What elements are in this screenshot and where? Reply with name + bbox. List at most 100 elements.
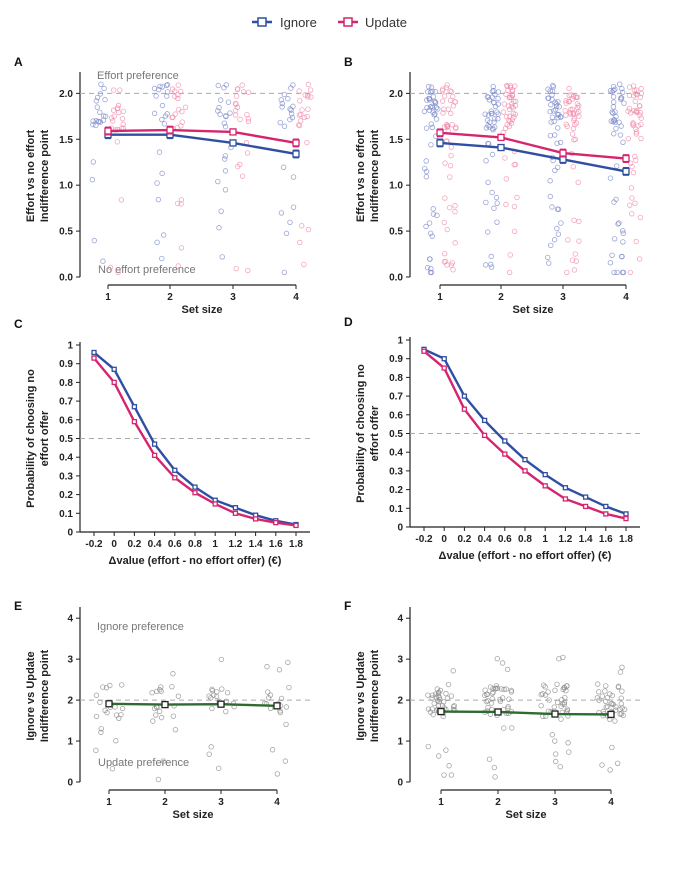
series-line-ignore bbox=[423, 348, 627, 516]
data-point bbox=[232, 510, 239, 516]
scatter-point bbox=[542, 692, 549, 698]
x-tick-label: 1.8 bbox=[289, 539, 303, 550]
scatter-point bbox=[169, 86, 176, 92]
scatter-point bbox=[296, 112, 303, 118]
scatter-point bbox=[571, 217, 577, 223]
scatter-point bbox=[511, 114, 517, 120]
scatter-point bbox=[566, 98, 572, 105]
data-point bbox=[461, 393, 468, 399]
data-point bbox=[273, 520, 279, 526]
scatter-point bbox=[630, 93, 637, 99]
scatter-point bbox=[307, 87, 314, 93]
scatter-point bbox=[429, 124, 436, 130]
data-point bbox=[111, 379, 117, 386]
scatter-point bbox=[638, 85, 644, 92]
scatter-point bbox=[223, 82, 229, 88]
scatter-point bbox=[154, 180, 160, 186]
scatter-point bbox=[616, 81, 623, 87]
scatter-point bbox=[599, 762, 605, 768]
scatter-point bbox=[209, 705, 215, 712]
scatter-point bbox=[612, 119, 619, 126]
scatter-point bbox=[164, 82, 171, 88]
scatter-point bbox=[637, 112, 643, 118]
scatter-point bbox=[636, 256, 643, 262]
scatter-point bbox=[305, 81, 312, 88]
scatter-point bbox=[178, 88, 184, 95]
scatter-point bbox=[172, 726, 179, 733]
scatter-point bbox=[630, 83, 637, 89]
scatter-point bbox=[278, 97, 284, 103]
y-axis-label: Indifference point bbox=[39, 650, 51, 743]
data-point bbox=[166, 126, 174, 134]
y-tick-label: 0.2 bbox=[59, 490, 73, 501]
scatter-point bbox=[495, 95, 501, 102]
scatter-point bbox=[98, 81, 104, 87]
scatter-point bbox=[297, 98, 303, 104]
data-point bbox=[562, 485, 569, 491]
y-tick-label: 1 bbox=[67, 341, 73, 352]
scatter-point bbox=[542, 684, 548, 690]
scatter-point bbox=[217, 111, 223, 117]
scatter-point bbox=[627, 202, 633, 208]
scatter-point bbox=[224, 690, 231, 696]
scatter-point bbox=[619, 664, 625, 670]
scatter-point bbox=[632, 200, 638, 206]
y-tick-label: 0.5 bbox=[389, 429, 403, 440]
data-point bbox=[623, 515, 629, 522]
scatter-point bbox=[569, 131, 576, 137]
scatter-point bbox=[616, 119, 622, 125]
scatter-point bbox=[538, 703, 544, 709]
y-axis-label: Probability of choosing no bbox=[355, 364, 367, 503]
scatter-point bbox=[564, 269, 570, 276]
data-point bbox=[161, 700, 169, 709]
scatter-point bbox=[448, 152, 454, 159]
data-point bbox=[192, 490, 198, 496]
scatter-point bbox=[490, 83, 496, 90]
data-point bbox=[582, 503, 589, 510]
scatter-point bbox=[444, 262, 450, 268]
scatter-point bbox=[558, 220, 564, 226]
scatter-point bbox=[163, 82, 170, 89]
scatter-point bbox=[112, 704, 118, 710]
x-tick-label: 1.2 bbox=[558, 534, 572, 545]
data-point bbox=[603, 511, 609, 517]
y-axis-label: Effort vs no effort bbox=[25, 130, 37, 223]
scatter-point bbox=[288, 85, 294, 91]
scatter-point bbox=[217, 97, 224, 103]
panel-label: C bbox=[14, 317, 23, 331]
scatter-point bbox=[155, 86, 162, 93]
scatter-point bbox=[618, 695, 624, 701]
x-tick-label: 0.2 bbox=[127, 539, 141, 550]
data-point bbox=[481, 417, 488, 424]
scatter-point bbox=[512, 161, 519, 168]
scatter-point bbox=[596, 689, 602, 695]
scatter-point bbox=[490, 689, 496, 695]
scatter-point bbox=[117, 87, 123, 93]
scatter-point bbox=[554, 140, 560, 147]
scatter-point bbox=[618, 95, 624, 101]
scatter-point bbox=[552, 99, 558, 105]
x-tick-label: 1 bbox=[212, 539, 218, 550]
data-point bbox=[603, 503, 609, 510]
scatter-point bbox=[445, 106, 452, 113]
y-tick-label: 1 bbox=[67, 737, 73, 748]
scatter-point bbox=[435, 106, 441, 112]
scatter-point bbox=[215, 178, 221, 185]
scatter-point bbox=[113, 738, 119, 744]
data-point bbox=[91, 349, 97, 356]
scatter-point bbox=[611, 87, 617, 94]
scatter-point bbox=[632, 98, 638, 105]
scatter-point bbox=[90, 121, 96, 128]
scatter-point bbox=[503, 176, 510, 182]
scatter-point bbox=[488, 700, 495, 706]
scatter-point bbox=[245, 267, 251, 274]
scatter-point bbox=[554, 225, 560, 232]
scatter-point bbox=[551, 704, 557, 710]
scatter-point bbox=[629, 195, 635, 201]
scatter-point bbox=[492, 686, 499, 692]
scatter-point bbox=[501, 725, 507, 731]
scatter-point bbox=[164, 89, 171, 95]
scatter-point bbox=[548, 242, 554, 249]
panels: A 0.0 0.5 1.0 1.5 2.0 1 2 3 4 Set size Effort vs no… bbox=[14, 55, 645, 821]
scatter-point bbox=[424, 104, 430, 111]
